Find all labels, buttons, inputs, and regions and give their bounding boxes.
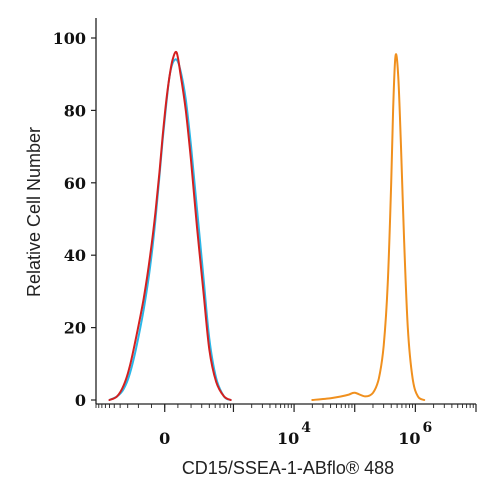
x-axis-title: CD15/SSEA-1-ABflo® 488 bbox=[182, 458, 394, 478]
y-tick-label: 100 bbox=[53, 29, 86, 48]
y-tick-label: 40 bbox=[64, 246, 86, 265]
histogram-series-red bbox=[108, 50, 232, 401]
x-tick-label: 10 bbox=[398, 429, 420, 448]
x-tick-label: 10 bbox=[277, 429, 299, 448]
x-tick-label: 0 bbox=[159, 429, 170, 448]
series-layer bbox=[108, 50, 426, 401]
y-tick-label: 20 bbox=[64, 319, 86, 338]
y-axis-title: Relative Cell Number bbox=[24, 127, 44, 297]
histogram-series-blue bbox=[108, 58, 232, 401]
y-tick-label: 80 bbox=[64, 101, 86, 120]
y-tick-label: 0 bbox=[75, 391, 86, 410]
y-tick-label: 60 bbox=[64, 174, 86, 193]
x-tick-exponent: 4 bbox=[301, 420, 311, 436]
y-ticks: 0 20 40 60 80 100 bbox=[53, 29, 96, 410]
x-tick-exponent: 6 bbox=[422, 420, 432, 436]
histogram-series-orange bbox=[311, 53, 426, 401]
